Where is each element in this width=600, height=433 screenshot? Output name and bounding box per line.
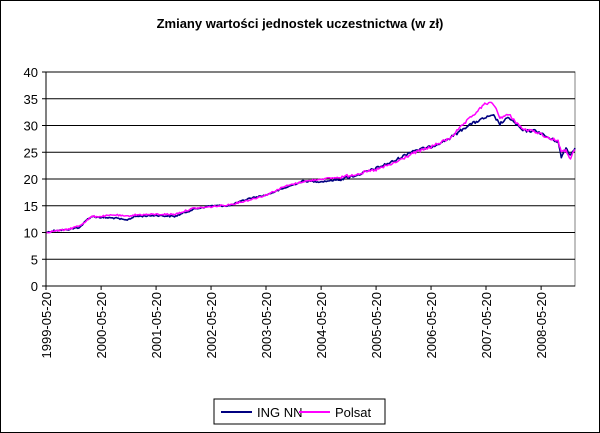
y-tick-label: 10: [24, 226, 38, 241]
legend: ING NN Polsat: [213, 398, 386, 425]
x-tick-label: 2002-05-20: [204, 292, 219, 359]
gridlines: [46, 71, 575, 260]
x-tick-label: 2001-05-20: [149, 292, 164, 359]
x-tick-label: 2007-05-20: [479, 292, 494, 359]
x-tick-label: 2000-05-20: [94, 292, 109, 359]
series-lines: [45, 101, 576, 234]
x-tick-label: 2008-05-20: [534, 292, 549, 359]
x-tick-labels: 1999-05-20 2000-05-20 2001-05-20 2002-05-20…: [39, 286, 549, 359]
y-tick-label: 25: [24, 145, 38, 160]
x-tick-label: 2004-05-20: [314, 292, 329, 359]
y-tick-label: 20: [24, 172, 38, 187]
x-tick-label: 2003-05-20: [259, 292, 274, 359]
x-tick-label: 1999-05-20: [39, 292, 54, 359]
y-tick-label: 0: [31, 279, 38, 294]
legend-label-ing-nn: ING NN: [257, 405, 303, 420]
x-tick-label: 2005-05-20: [369, 292, 384, 359]
x-tick-label: 2006-05-20: [424, 292, 439, 359]
series-line-polsat: [45, 101, 576, 234]
y-tick-labels: 0 5 10 15 20 25 30 35 40: [24, 65, 46, 294]
y-tick-label: 5: [31, 252, 38, 267]
y-tick-label: 40: [24, 65, 38, 80]
chart-title: Zmiany wartości jednostek uczestnictwa (…: [157, 16, 444, 31]
legend-label-polsat: Polsat: [335, 405, 372, 420]
y-tick-label: 35: [24, 92, 38, 107]
y-tick-label: 15: [24, 199, 38, 214]
y-tick-label: 30: [24, 119, 38, 134]
